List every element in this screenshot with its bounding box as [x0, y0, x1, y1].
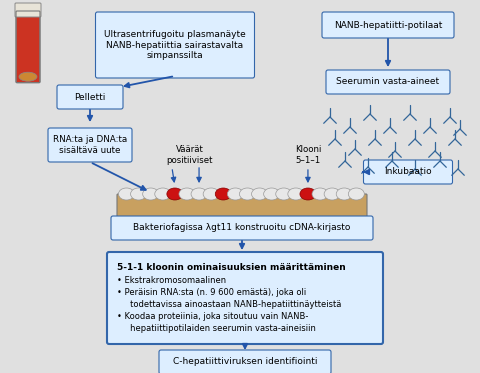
Ellipse shape	[179, 188, 195, 200]
Ellipse shape	[215, 188, 231, 200]
FancyBboxPatch shape	[15, 3, 41, 17]
Ellipse shape	[276, 188, 292, 200]
Ellipse shape	[300, 188, 316, 200]
Ellipse shape	[203, 188, 219, 200]
Ellipse shape	[312, 188, 328, 200]
FancyBboxPatch shape	[57, 85, 123, 109]
Ellipse shape	[288, 188, 304, 200]
Ellipse shape	[336, 188, 352, 200]
FancyBboxPatch shape	[16, 11, 40, 83]
Text: 5-1-1 kloonin ominaisuuksien määrittäminen: 5-1-1 kloonin ominaisuuksien määrittämin…	[117, 263, 346, 272]
Ellipse shape	[19, 72, 37, 81]
Text: NANB-hepatiitti-potilaat: NANB-hepatiitti-potilaat	[334, 21, 442, 29]
Text: todettavissa ainoastaan NANB-hepatiittinäytteistä: todettavissa ainoastaan NANB-hepatiittin…	[117, 300, 341, 309]
FancyBboxPatch shape	[322, 12, 454, 38]
Ellipse shape	[191, 188, 207, 200]
Ellipse shape	[240, 188, 255, 200]
Ellipse shape	[324, 188, 340, 200]
Text: Ultrasentrifugoitu plasmanäyte
NANB-hepatiittia sairastavalta
simpanssilta: Ultrasentrifugoitu plasmanäyte NANB-hepa…	[104, 30, 246, 60]
Text: Seerumin vasta-aineet: Seerumin vasta-aineet	[336, 78, 440, 87]
Ellipse shape	[348, 188, 364, 200]
Ellipse shape	[143, 188, 159, 200]
Ellipse shape	[119, 188, 134, 200]
Text: Inkubaatio: Inkubaatio	[384, 167, 432, 176]
Text: • Ekstrakromosomaalinen: • Ekstrakromosomaalinen	[117, 276, 226, 285]
Text: RNA:ta ja DNA:ta
sisältävä uute: RNA:ta ja DNA:ta sisältävä uute	[53, 135, 127, 155]
FancyBboxPatch shape	[96, 12, 254, 78]
Text: • Peräisin RNA:sta (n. 9 600 emästä), joka oli: • Peräisin RNA:sta (n. 9 600 emästä), jo…	[117, 288, 306, 297]
FancyBboxPatch shape	[48, 128, 132, 162]
FancyBboxPatch shape	[107, 252, 383, 344]
Ellipse shape	[155, 188, 171, 200]
Ellipse shape	[131, 188, 146, 200]
Text: C-hepatiittiviruksen identifiointi: C-hepatiittiviruksen identifiointi	[173, 357, 317, 367]
Text: Pelletti: Pelletti	[74, 93, 106, 101]
FancyBboxPatch shape	[363, 160, 453, 184]
Ellipse shape	[228, 188, 243, 200]
FancyBboxPatch shape	[326, 70, 450, 94]
Text: Väärät
positiiviset: Väärät positiiviset	[166, 145, 213, 165]
Ellipse shape	[264, 188, 280, 200]
FancyBboxPatch shape	[117, 194, 367, 218]
Ellipse shape	[252, 188, 267, 200]
Ellipse shape	[167, 188, 183, 200]
FancyBboxPatch shape	[159, 350, 331, 373]
Text: Klooni
5–1–1: Klooni 5–1–1	[295, 145, 321, 165]
Text: • Koodaa proteiinia, joka sitoutuu vain NANB-: • Koodaa proteiinia, joka sitoutuu vain …	[117, 312, 308, 321]
FancyBboxPatch shape	[111, 216, 373, 240]
Text: hepatiittipotilaiden seerumin vasta-aineisiin: hepatiittipotilaiden seerumin vasta-aine…	[117, 324, 316, 333]
Text: Bakteriofagissa λgt11 konstruoitu cDNA-kirjasto: Bakteriofagissa λgt11 konstruoitu cDNA-k…	[133, 223, 351, 232]
